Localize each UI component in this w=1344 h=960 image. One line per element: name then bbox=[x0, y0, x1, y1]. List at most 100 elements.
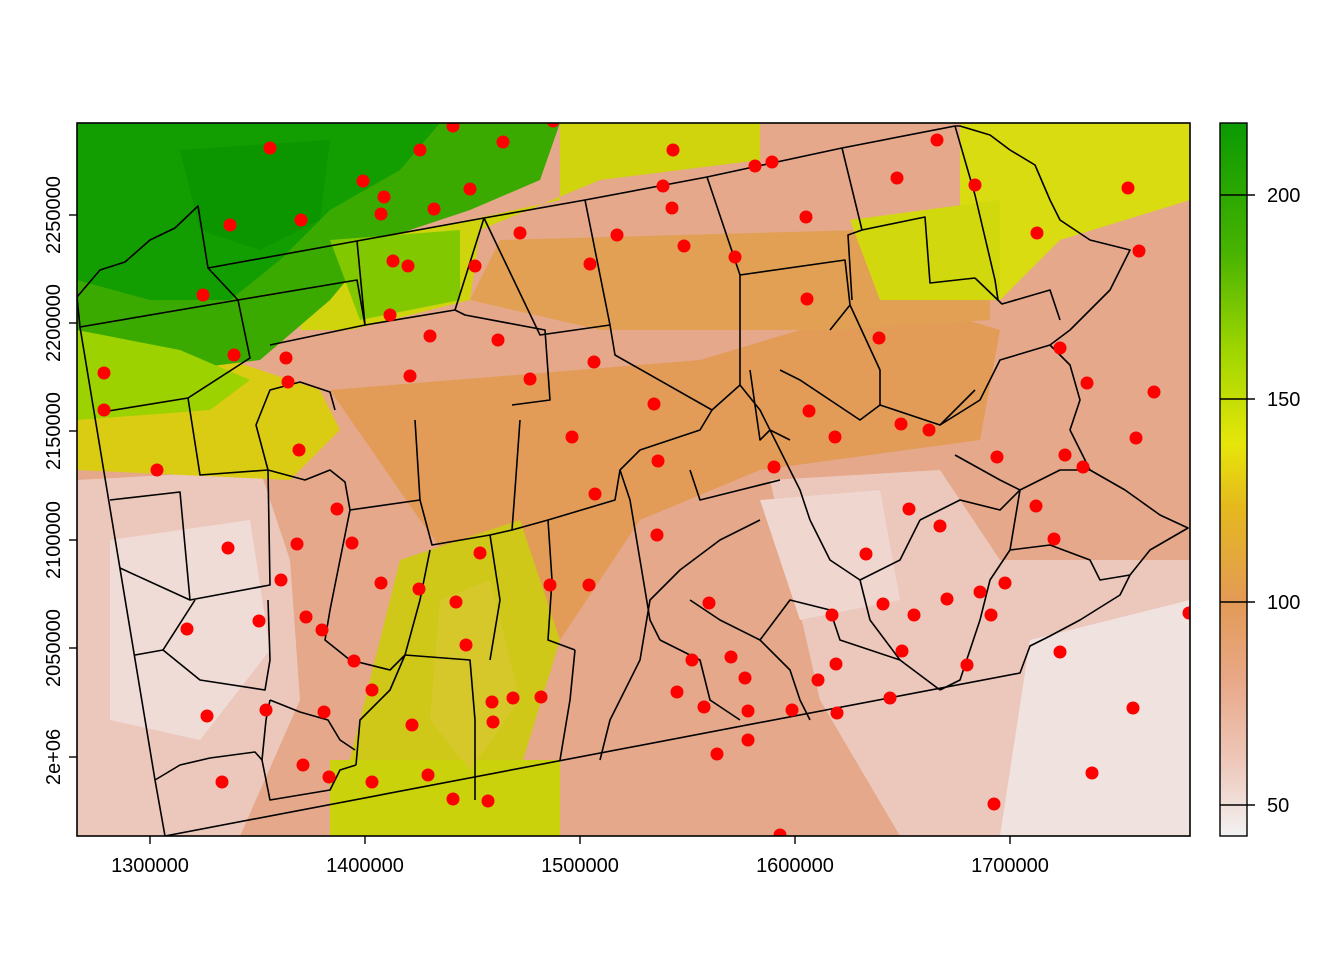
station-point bbox=[374, 576, 388, 590]
station-point bbox=[377, 190, 391, 204]
station-point bbox=[724, 650, 738, 664]
station-point bbox=[413, 143, 427, 157]
x-tick-label: 1400000 bbox=[326, 855, 404, 877]
station-point bbox=[449, 595, 463, 609]
station-point bbox=[828, 430, 842, 444]
x-tick-label: 1500000 bbox=[541, 855, 619, 877]
station-point bbox=[741, 733, 755, 747]
raster-surface bbox=[77, 123, 1190, 836]
station-point bbox=[666, 143, 680, 157]
station-point bbox=[322, 770, 336, 784]
y-axis: 2e+06 2050000 2100000 2150000 2200000 22… bbox=[43, 176, 78, 785]
station-point bbox=[697, 700, 711, 714]
station-point bbox=[386, 254, 400, 268]
station-point bbox=[330, 502, 344, 516]
station-point bbox=[610, 228, 624, 242]
station-point bbox=[998, 576, 1012, 590]
station-point bbox=[546, 123, 560, 128]
station-point bbox=[1147, 385, 1161, 399]
station-point bbox=[894, 417, 908, 431]
station-point bbox=[365, 775, 379, 789]
station-point bbox=[221, 541, 235, 555]
station-point bbox=[741, 704, 755, 718]
station-point bbox=[738, 671, 752, 685]
station-point bbox=[365, 683, 379, 697]
station-point bbox=[1129, 431, 1143, 445]
station-point bbox=[1053, 341, 1067, 355]
station-point bbox=[895, 644, 909, 658]
station-point bbox=[665, 201, 679, 215]
station-point bbox=[463, 182, 477, 196]
station-point bbox=[534, 690, 548, 704]
station-point bbox=[647, 397, 661, 411]
station-point bbox=[785, 703, 799, 717]
station-point bbox=[883, 691, 897, 705]
station-point bbox=[987, 797, 1001, 811]
station-point bbox=[728, 250, 742, 264]
station-point bbox=[1121, 181, 1135, 195]
station-point bbox=[317, 705, 331, 719]
y-tick-label: 2050000 bbox=[43, 609, 65, 687]
station-point bbox=[401, 259, 415, 273]
station-point bbox=[587, 355, 601, 369]
station-point bbox=[800, 292, 814, 306]
station-point bbox=[990, 450, 1004, 464]
station-point bbox=[468, 259, 482, 273]
station-point bbox=[513, 226, 527, 240]
station-point bbox=[1182, 606, 1190, 620]
station-point bbox=[767, 460, 781, 474]
station-point bbox=[1029, 499, 1043, 513]
station-point bbox=[97, 366, 111, 380]
station-point bbox=[296, 758, 310, 772]
station-point bbox=[1085, 766, 1099, 780]
station-point bbox=[1058, 448, 1072, 462]
station-point bbox=[710, 747, 724, 761]
legend-tick-label: 100 bbox=[1267, 592, 1300, 614]
station-point bbox=[565, 430, 579, 444]
station-point bbox=[459, 638, 473, 652]
station-point bbox=[491, 333, 505, 347]
station-point bbox=[506, 691, 520, 705]
legend-tick-label: 150 bbox=[1267, 389, 1300, 411]
station-point bbox=[830, 706, 844, 720]
station-point bbox=[973, 585, 987, 599]
station-point bbox=[582, 578, 596, 592]
y-tick-label: 2200000 bbox=[43, 284, 65, 362]
station-point bbox=[252, 614, 266, 628]
station-point bbox=[486, 715, 500, 729]
station-point bbox=[412, 582, 426, 596]
station-point bbox=[1047, 532, 1061, 546]
station-point bbox=[1076, 460, 1090, 474]
station-point bbox=[890, 171, 904, 185]
y-tick-label: 2150000 bbox=[43, 392, 65, 470]
station-point bbox=[702, 596, 716, 610]
x-tick-label: 1700000 bbox=[971, 855, 1049, 877]
station-point bbox=[347, 654, 361, 668]
station-point bbox=[485, 695, 499, 709]
legend-tick-label: 200 bbox=[1267, 185, 1300, 207]
station-point bbox=[685, 653, 699, 667]
station-point bbox=[765, 155, 779, 169]
station-point bbox=[811, 673, 825, 687]
station-point bbox=[677, 239, 691, 253]
color-legend: 50 100 150 200 bbox=[1219, 122, 1300, 837]
station-point bbox=[940, 592, 954, 606]
station-point bbox=[1030, 226, 1044, 240]
station-point bbox=[1126, 701, 1140, 715]
x-axis: 1300000 1400000 1500000 1600000 1700000 bbox=[111, 835, 1049, 877]
station-point bbox=[907, 608, 921, 622]
station-point bbox=[588, 487, 602, 501]
station-point bbox=[859, 547, 873, 561]
station-point bbox=[405, 718, 419, 732]
station-point bbox=[315, 623, 329, 637]
station-point bbox=[227, 348, 241, 362]
station-point bbox=[650, 528, 664, 542]
station-point bbox=[200, 709, 214, 723]
station-point bbox=[1132, 244, 1146, 258]
station-point bbox=[403, 369, 417, 383]
station-point bbox=[423, 329, 437, 343]
station-point bbox=[180, 622, 194, 636]
station-point bbox=[281, 375, 295, 389]
station-point bbox=[481, 794, 495, 808]
